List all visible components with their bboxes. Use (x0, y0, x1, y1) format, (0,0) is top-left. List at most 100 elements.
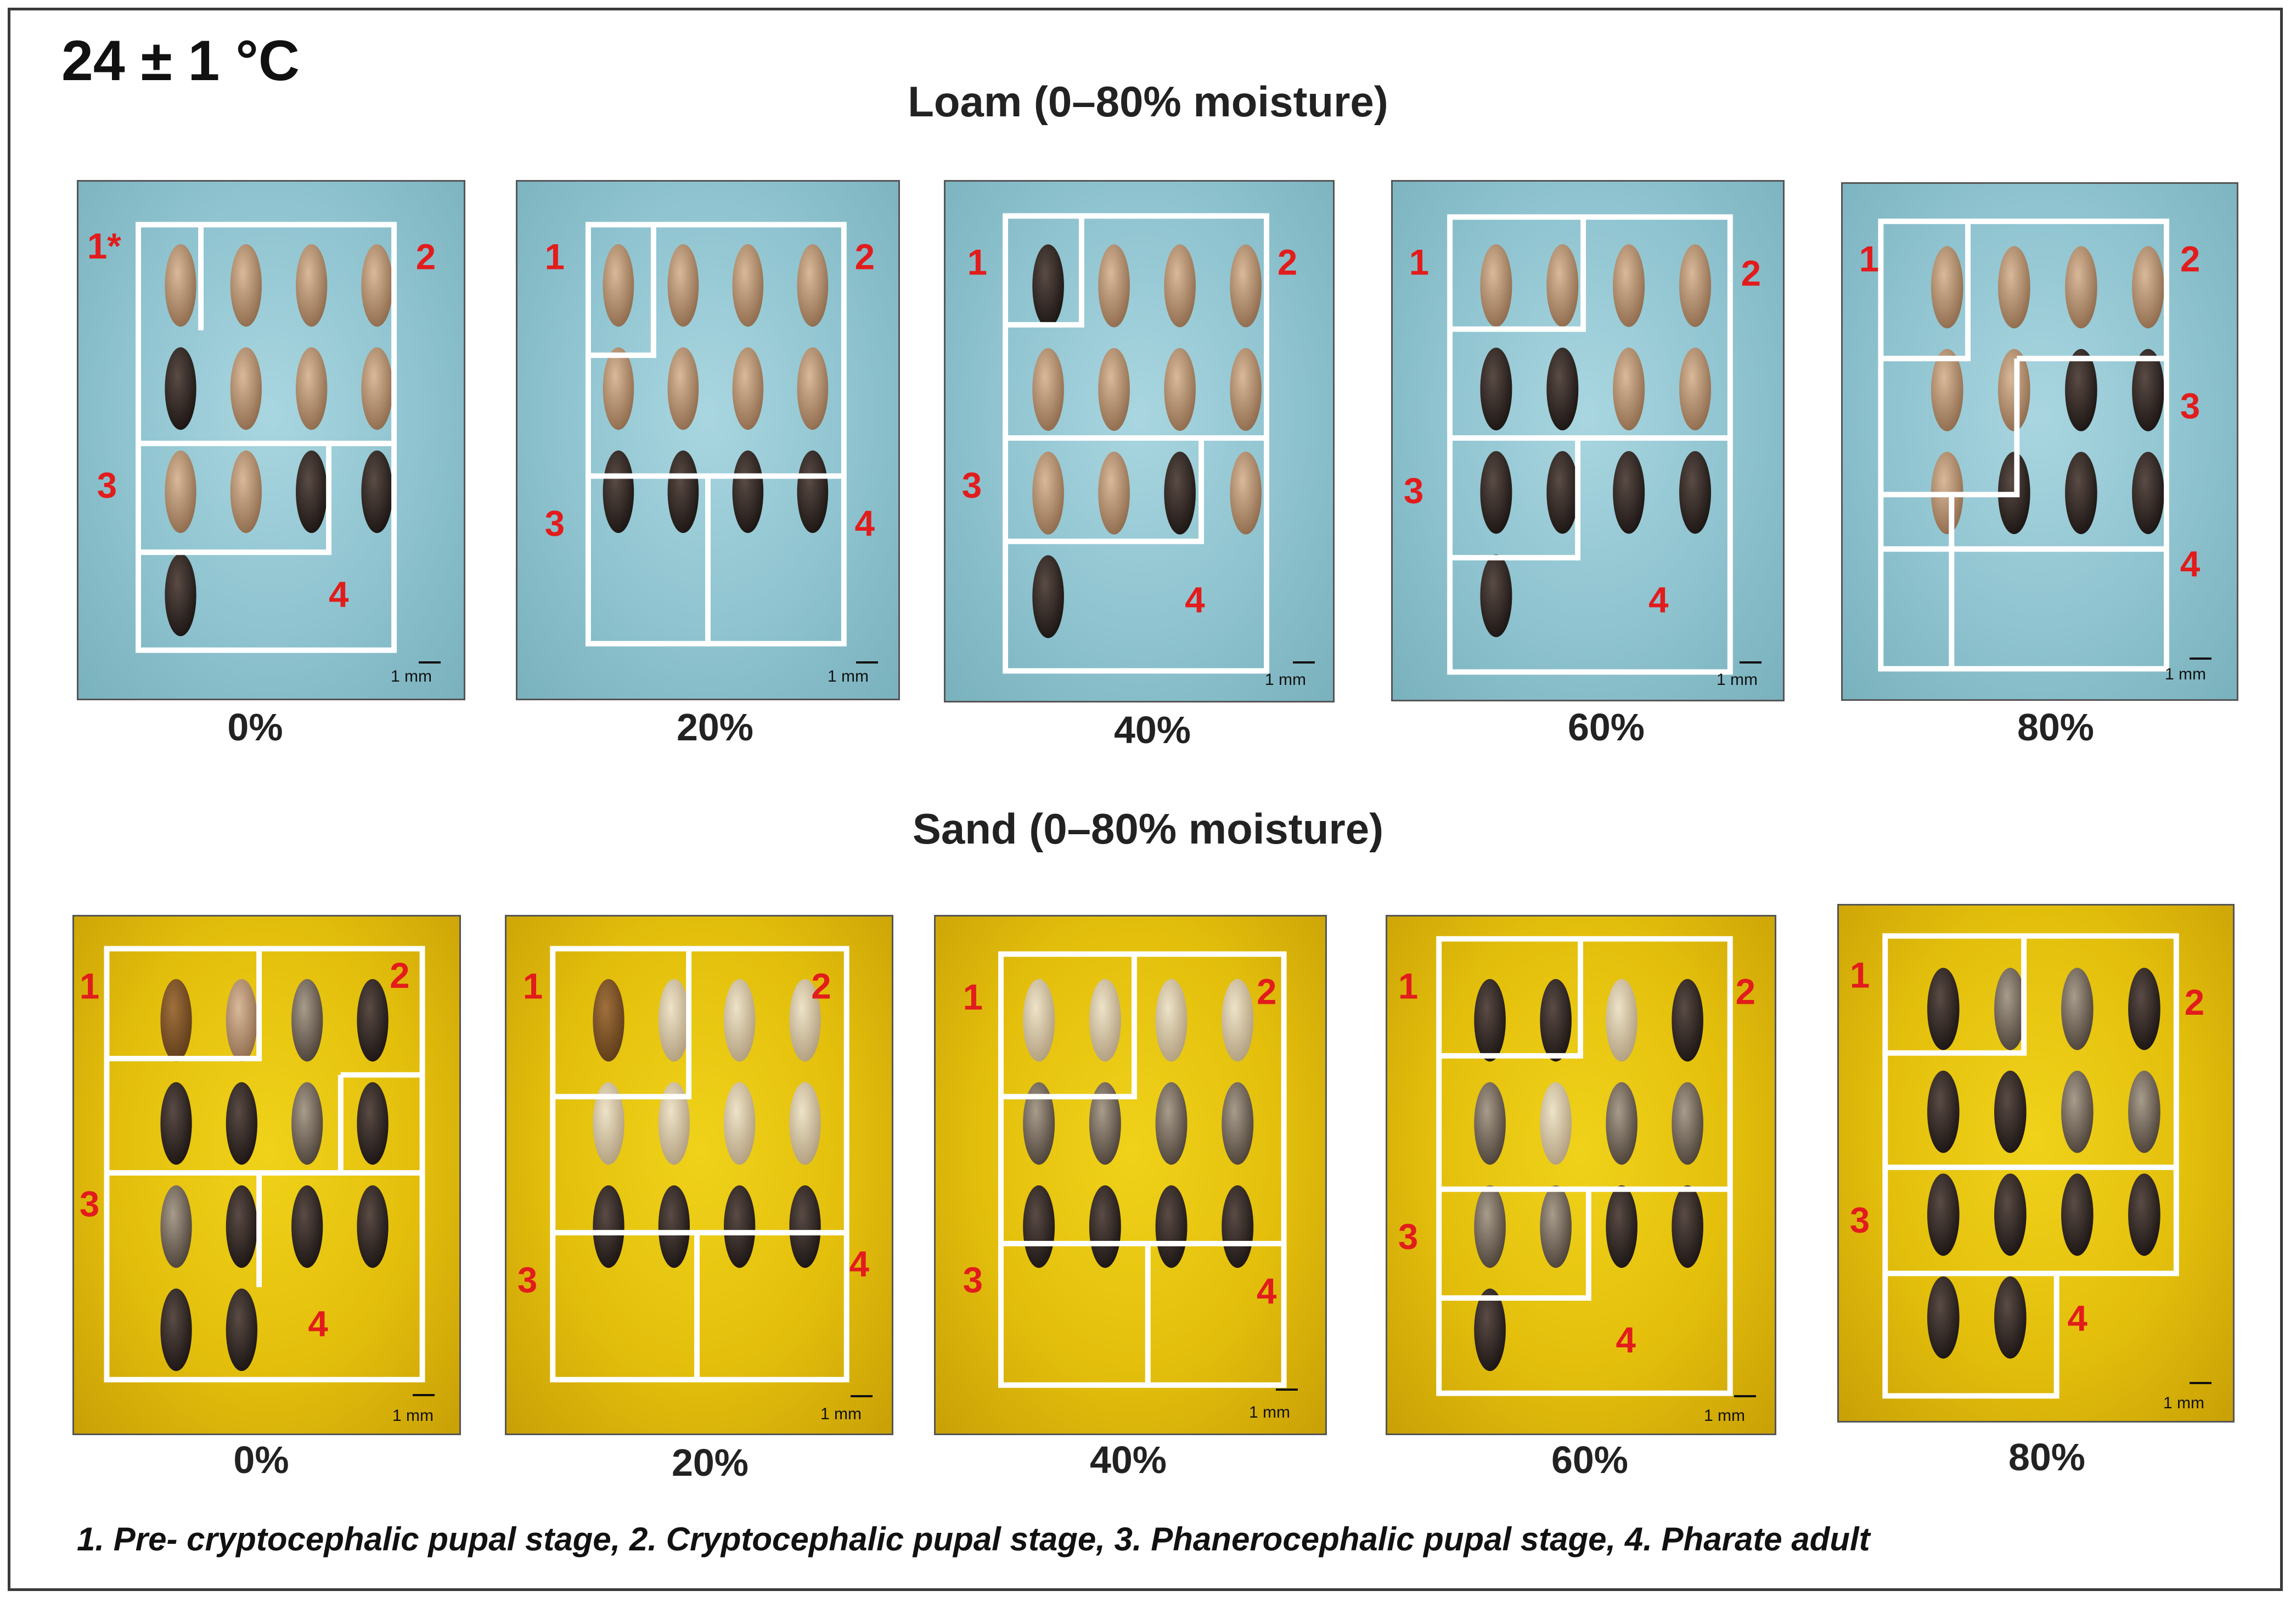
pupa (1927, 1276, 1960, 1359)
pupae-group (1023, 979, 1254, 1268)
pupa (165, 450, 196, 533)
stage-label: 1 (967, 243, 987, 283)
pupa (1230, 244, 1262, 328)
sand-panel-0: 1 2 3 4 (72, 915, 461, 1435)
pupa (1155, 1185, 1188, 1268)
stage-label: 3 (1398, 1217, 1418, 1257)
pupa (2132, 246, 2164, 329)
pupa (658, 1082, 690, 1165)
pupa (593, 1185, 624, 1268)
stage-label: 4 (1616, 1320, 1636, 1360)
stage-boxes (104, 946, 425, 1382)
pupa (1931, 348, 1963, 431)
pupa (789, 1082, 821, 1165)
scale-label: 1 mm (820, 1405, 862, 1423)
pupa (593, 1082, 624, 1165)
scale-bar (419, 661, 441, 664)
stage-label: 3 (962, 465, 982, 505)
scale-bar (2190, 1382, 2211, 1384)
pupa (1480, 451, 1512, 534)
pupae-group (160, 979, 389, 1371)
stage-label: 4 (1185, 580, 1205, 620)
stage-label: 2 (1257, 972, 1276, 1012)
pupa (1672, 1185, 1703, 1268)
pupa (230, 347, 262, 430)
pupa (1994, 1173, 2027, 1256)
pupa (1679, 244, 1712, 327)
pupa (1540, 1082, 1572, 1165)
pupae-group (603, 244, 829, 533)
pupa (797, 450, 829, 533)
sand-caption-0: 0% (233, 1438, 289, 1481)
scale-label: 1 mm (391, 667, 432, 685)
scale-label: 1 mm (392, 1407, 434, 1425)
pupae-group (165, 244, 393, 637)
scale-bar (2190, 657, 2211, 660)
loam-panel-60: 1 2 3 4 (1391, 180, 1785, 701)
pupa (1546, 244, 1579, 327)
pupa (1998, 348, 2030, 431)
stage-boxes (1447, 214, 1733, 675)
stage-boxes-2 (136, 440, 397, 653)
pupa (1927, 1070, 1960, 1153)
scale-bar (856, 661, 878, 664)
sand-panel-40: 1 2 3 4 (934, 915, 1327, 1435)
pupa (789, 979, 821, 1062)
pupa (357, 1082, 389, 1165)
pupa (1089, 1082, 1121, 1165)
pupa (1230, 451, 1262, 535)
pupa (1023, 1185, 1055, 1268)
stage-label: 1 (523, 966, 543, 1007)
pupa (1089, 979, 1121, 1062)
sand-panel-20: 1 2 3 4 (505, 915, 893, 1435)
pupa (789, 1185, 821, 1268)
pupa (2065, 246, 2097, 329)
stage-boxes (1882, 933, 2179, 1399)
pupa (2065, 348, 2097, 431)
pupa (732, 347, 764, 430)
loam-caption-0: 0% (227, 706, 283, 749)
loam-panel-20: 1 2 3 4 (516, 180, 900, 700)
stage-label: 1 (1409, 243, 1429, 283)
pupa (667, 347, 699, 430)
sand-caption-80: 80% (2008, 1436, 2086, 1479)
pupa (291, 1185, 323, 1268)
stage-boxes (585, 222, 847, 647)
pupa (1540, 1185, 1572, 1268)
pupa (165, 244, 196, 327)
pupa (230, 450, 262, 533)
pupa (1546, 451, 1579, 534)
pupa (1480, 347, 1512, 431)
pupa (658, 1185, 690, 1268)
pupa (226, 979, 258, 1062)
pupa (226, 1185, 258, 1268)
pupa (291, 1082, 323, 1165)
scale-bar (851, 1395, 873, 1397)
stage-label: 3 (97, 465, 117, 505)
pupa (724, 979, 756, 1062)
scale-bar (1276, 1389, 1298, 1391)
pupa (296, 450, 328, 533)
pupa (1613, 451, 1645, 534)
stage-legend: 1. Pre- cryptocephalic pupal stage, 2. C… (77, 1521, 1870, 1558)
stage-label: 1 (963, 977, 983, 1018)
pupa (160, 979, 192, 1062)
stage-label: 4 (1257, 1271, 1277, 1311)
pupa (296, 347, 328, 430)
pupa (1155, 979, 1188, 1062)
stage-label: 1 (545, 237, 565, 277)
pupa (1606, 1185, 1637, 1268)
pupa (1994, 1070, 2027, 1153)
pupae-group (1474, 979, 1703, 1371)
loam-panel-80: 1 2 3 4 (1841, 182, 2238, 701)
pupa (1927, 1173, 1960, 1256)
stage-label: 2 (1736, 972, 1755, 1012)
pupae-group (1931, 246, 2164, 535)
stage-label: 2 (2180, 239, 2200, 279)
pupa (603, 450, 634, 533)
stage-label: 3 (517, 1260, 537, 1300)
stage-label: 2 (855, 237, 875, 277)
scale-label: 1 mm (2163, 1394, 2204, 1412)
pupa (1672, 1082, 1703, 1165)
stage-label: 2 (416, 237, 436, 277)
